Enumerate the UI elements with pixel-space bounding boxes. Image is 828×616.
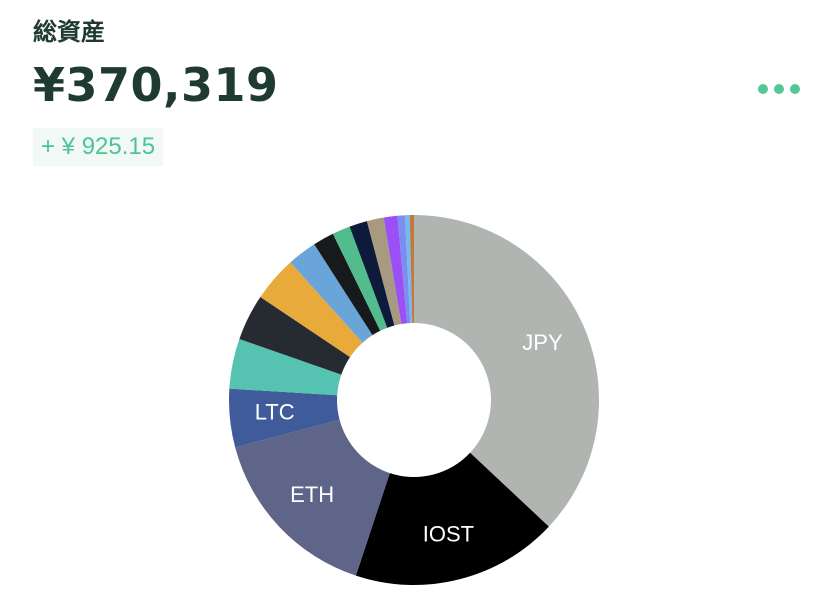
donut-slice-13 [397,215,411,324]
donut-slice-8 [314,233,381,336]
donut-slice-iost [355,452,549,585]
donut-slice-6 [260,262,363,358]
slice-label-jpy: JPY [522,330,563,355]
more-dots-icon[interactable] [758,82,800,96]
donut-slice-11 [366,217,402,326]
slice-label-iost: IOST [423,522,474,547]
donut-slice-9 [332,226,388,331]
slice-label-ltc: LTC [255,400,295,425]
donut-slice-jpy [414,215,599,527]
donut-slice-10 [349,221,395,328]
donut-slice-5 [239,296,351,375]
slice-label-eth: ETH [290,482,334,507]
donut-slice-eth [235,419,390,576]
more-dot [774,84,784,94]
total-assets-value: ¥370,319 [33,58,279,112]
more-dot [790,84,800,94]
donut-slice-7 [290,244,373,343]
donut-slice-12 [383,215,408,325]
daily-change-badge: + ¥ 925.15 [33,128,164,166]
donut-slice-14 [404,215,413,324]
page-title: 総資産 [33,18,105,46]
donut-slice-15 [409,215,414,324]
donut-slice-4 [229,338,342,396]
donut-slice-ltc [229,388,340,448]
more-dot [758,84,768,94]
